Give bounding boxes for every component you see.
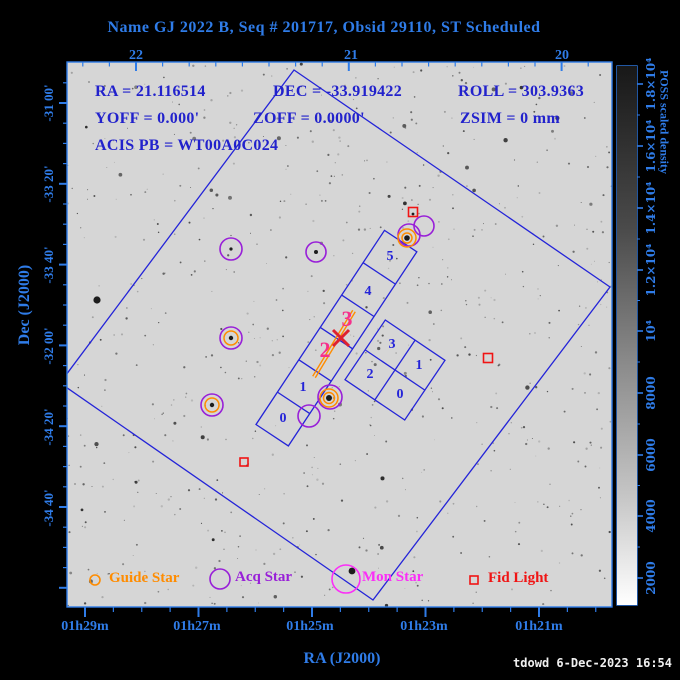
density-colorbar[interactable] bbox=[617, 66, 637, 605]
pointing-info-text: ZSIM = 0 mm bbox=[460, 110, 560, 127]
star-dot bbox=[411, 212, 415, 216]
star-dot bbox=[93, 296, 101, 304]
observation-title: Name GJ 2022 B, Seq # 201717, Obsid 2911… bbox=[107, 19, 541, 36]
dec-tick-label: -34 20' bbox=[41, 408, 56, 446]
dec-axis-title: Dec (J2000) bbox=[16, 264, 33, 346]
ra-tick-label: 01h23m bbox=[400, 619, 448, 634]
legend-label-guide-star: Guide Star bbox=[109, 570, 180, 586]
chip-number-label: 2 bbox=[367, 367, 374, 382]
ra-top-tick-label: 22 bbox=[129, 48, 143, 63]
chip-number-label: 0 bbox=[280, 411, 287, 426]
target-chip-number-label: 2 bbox=[320, 337, 331, 362]
dec-tick-label: -31 00' bbox=[41, 84, 56, 122]
pointing-info-text: ZOFF = 0.0000' bbox=[253, 110, 365, 127]
chip-number-label: 1 bbox=[416, 358, 423, 373]
colorbar-tick-label: 1.2×10⁴ bbox=[644, 243, 658, 297]
star-dot bbox=[326, 395, 332, 401]
pointing-info-text: ROLL = 303.9363 bbox=[458, 83, 585, 100]
user-timestamp: tdowd 6-Dec-2023 16:54 bbox=[513, 656, 672, 670]
colorbar-tick-label: 10⁴ bbox=[644, 320, 658, 342]
ra-top-tick-label: 20 bbox=[555, 48, 569, 63]
star-dot bbox=[229, 247, 233, 251]
colorbar-title: POSS scaled density bbox=[657, 69, 672, 175]
chip-number-label: 3 bbox=[389, 337, 396, 352]
star-dot bbox=[314, 250, 318, 254]
target-chip-number-label: 3 bbox=[342, 306, 353, 331]
legend-label-fid-light: Fid Light bbox=[488, 570, 549, 586]
colorbar-tick-label: 8000 bbox=[644, 376, 658, 410]
ra-top-tick-label: 21 bbox=[344, 48, 358, 63]
star-dot bbox=[209, 402, 215, 408]
dec-tick-label: -32 00' bbox=[41, 327, 56, 365]
ra-tick-label: 01h25m bbox=[286, 619, 334, 634]
chip-number-label: 4 bbox=[365, 284, 372, 299]
legend-label-acq-star: Acq Star bbox=[235, 569, 293, 585]
star-dot bbox=[404, 235, 410, 241]
dec-tick-label: -34 40' bbox=[41, 489, 56, 527]
ra-tick-label: 01h29m bbox=[61, 619, 109, 634]
colorbar-tick-label: 6000 bbox=[644, 438, 658, 472]
colorbar-tick-label: 4000 bbox=[644, 499, 658, 533]
colorbar-tick-label: 1.4×10⁴ bbox=[644, 181, 658, 235]
legend-label-mon-star: Mon Star bbox=[362, 569, 424, 585]
ra-axis-title: RA (J2000) bbox=[303, 650, 381, 667]
dec-tick-label: -33 40' bbox=[41, 246, 56, 284]
colorbar-tick-label: 2000 bbox=[644, 561, 658, 595]
dec-tick-label: -33 20' bbox=[41, 165, 56, 203]
ra-tick-label: 01h21m bbox=[515, 619, 563, 634]
chip-number-label: 1 bbox=[300, 380, 307, 395]
star-dot bbox=[228, 335, 234, 341]
pointing-info-text: YOFF = 0.000' bbox=[95, 110, 200, 127]
chip-number-label: 5 bbox=[387, 249, 394, 264]
pointing-info-text: DEC = -33.919422 bbox=[273, 83, 403, 100]
ra-tick-label: 01h27m bbox=[173, 619, 221, 634]
pointing-info-text: ACIS PB = WT00A0C024 bbox=[95, 137, 279, 154]
chip-number-label: 0 bbox=[397, 387, 404, 402]
pointing-info-text: RA = 21.116514 bbox=[95, 83, 206, 100]
